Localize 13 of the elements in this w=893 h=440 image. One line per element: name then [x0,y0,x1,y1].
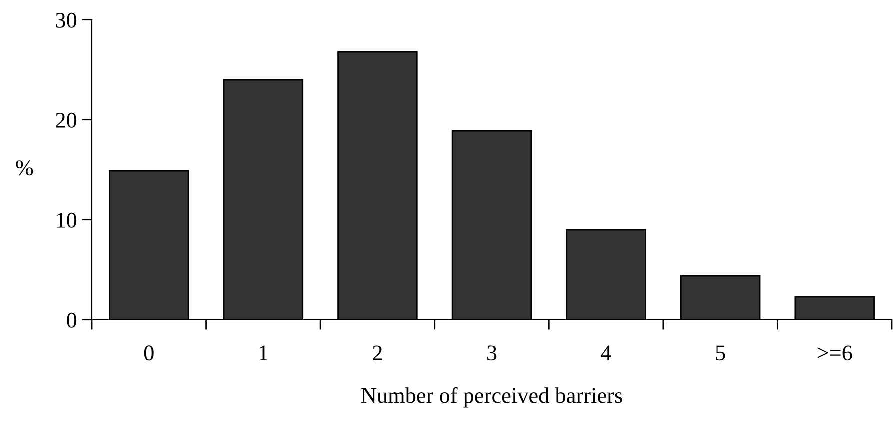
x-tick-label: 4 [601,346,612,360]
x-tick-label: 3 [488,346,497,361]
y-tick-label: 20 [56,112,77,128]
y-axis-title: % [16,160,34,176]
x-tick-label: 0 [144,346,154,361]
y-tick-label: 30 [56,12,77,28]
x-tick-label: 2 [373,346,382,360]
x-tick-label: 1 [260,346,268,360]
y-tick-label: 10 [57,212,77,228]
x-axis-title: Number of perceived barriers [362,387,622,408]
x-tick-label: >=6 [818,346,852,361]
x-tick-label: 5 [716,346,726,361]
y-tick-label: 0 [67,312,77,328]
